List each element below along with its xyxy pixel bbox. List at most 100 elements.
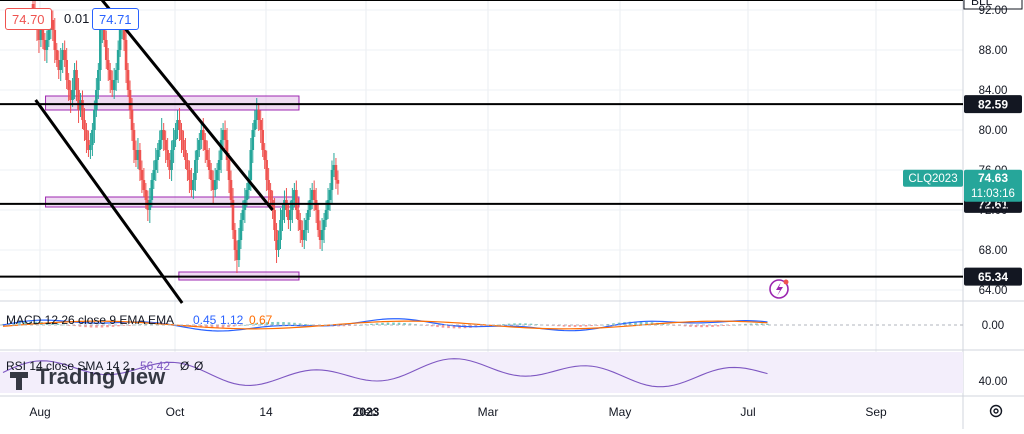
candle-body [314,200,318,210]
candle-body [291,200,294,210]
macd-histogram-bar [221,325,225,328]
macd-histogram-bar [216,325,219,328]
candle-body [336,180,340,184]
support-resistance-zone[interactable] [45,95,300,111]
macd-histogram-bar [529,323,533,325]
candle-body [190,180,193,190]
macd-histogram-bar [518,323,522,325]
macd-histogram-bar [309,324,313,326]
symbol-tag-label: BLL [971,0,993,8]
trendline[interactable] [33,0,274,211]
candle-body [126,70,130,90]
candle-body [55,50,59,60]
time-tick-label: Jul [740,405,755,419]
macd-histogram-bar [199,325,203,328]
candle-body [85,130,88,140]
macd-histogram-bar [342,325,346,327]
macd-histogram-bar [392,322,395,325]
candle-body [87,140,90,150]
candle-body [312,190,316,200]
candle-body [160,130,163,140]
time-tick-label: Sep [865,405,887,419]
trendline[interactable] [34,99,184,304]
last-price-tag [964,169,1022,202]
candle-body [170,150,173,170]
candle-body [330,170,334,190]
rsi-value: 56.42 [140,359,170,373]
macd-histogram-bar [584,325,588,327]
level-price-tag [964,267,1022,286]
candle-body [122,20,126,40]
candle-body [213,180,217,190]
macd-histogram-bar [612,323,615,325]
candle-body [106,60,110,70]
candle-body [297,210,300,220]
candle-body [277,240,280,250]
macd-histogram-bar [375,323,379,325]
macd-histogram-bar [249,324,252,325]
buy-price-box[interactable]: 74.71 [92,8,139,30]
candle-body [295,190,298,210]
macd-histogram-bar [287,322,291,325]
rsi-band [0,352,963,393]
macd-histogram-bar [89,325,93,328]
macd-histogram-bar [304,323,307,325]
macd-histogram-bar [111,325,115,327]
macd-value: 0.45 [193,313,217,327]
candle-body [225,140,229,160]
macd-histogram-bar [210,325,214,328]
level-price-label: 82.59 [978,98,1008,112]
time-tick-label: Dec [355,405,376,419]
candle-body [304,220,308,230]
settings-gear-icon[interactable] [988,403,1004,419]
macd-histogram-bar [386,322,390,325]
macd-histogram-bar [749,323,753,325]
macd-histogram-bar [524,323,527,325]
candle-body [162,130,165,140]
candle-body [203,140,207,150]
candle-body [91,130,94,145]
candle-body [247,180,251,190]
candle-body [188,170,191,180]
candle-body [81,100,84,120]
macd-histogram-bar [441,325,445,328]
candle-body [293,190,296,200]
support-resistance-zone[interactable] [45,196,300,208]
macd-histogram-bar [155,323,159,325]
candle-body [97,70,100,90]
candle-body [172,140,175,150]
macd-histogram-bar [436,325,439,328]
candle-body [215,170,219,180]
candle-body [302,230,306,240]
candle-body [152,170,156,180]
macd-histogram-bar [766,323,769,325]
candle-body [116,50,120,70]
candle-body [154,160,158,170]
candle-body [104,40,108,60]
candle-body [184,150,187,160]
candle-body [138,150,142,170]
macd-histogram-bar [755,323,758,325]
candle-body [128,90,132,110]
macd-histogram-bar [56,323,60,325]
price-tick-label: 88.00 [979,45,1008,57]
symbol-label: CLQ2023 [908,173,957,185]
macd-histogram-bar [628,321,632,325]
macd-histogram-bar [106,325,109,328]
candle-body [289,210,292,220]
sell-price-box[interactable]: 74.70 [5,8,52,30]
macd-histogram-bar [232,325,236,327]
time-tick-label: Oct [166,405,185,419]
macd-histogram-bar [100,325,104,328]
candle-body [182,140,185,150]
candle-body [229,180,233,200]
candle-body [112,80,116,90]
candle-body [37,30,41,40]
buy-price: 74.71 [99,12,132,27]
candle-body [209,170,213,180]
macd-histogram-bar [639,321,643,325]
candle-body [71,90,74,100]
candle-body [275,230,278,250]
